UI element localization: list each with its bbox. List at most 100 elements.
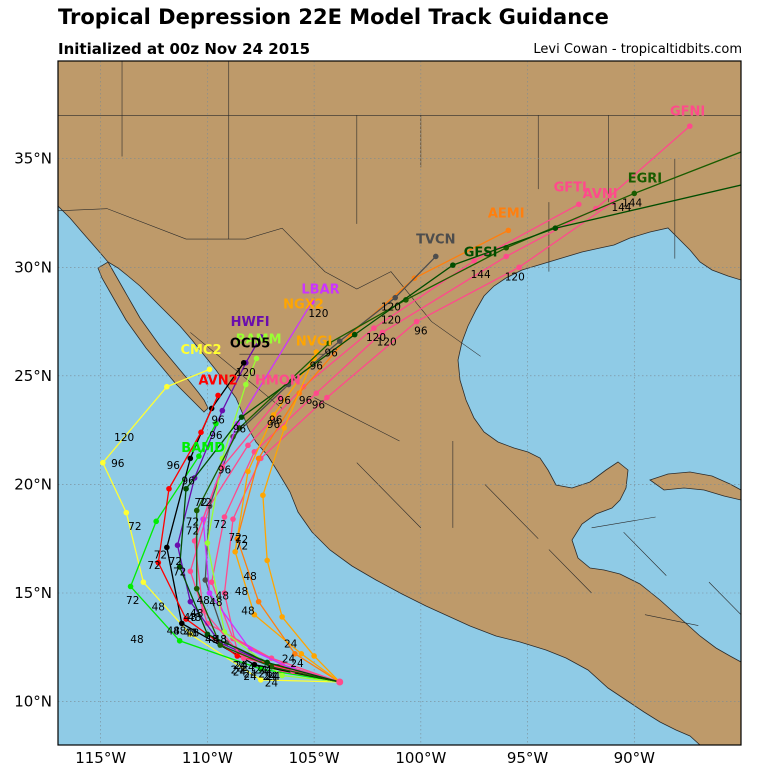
forecast-hour-label: 48 bbox=[173, 625, 186, 637]
track-point-hmon bbox=[277, 394, 283, 401]
track-point-cmc2 bbox=[123, 509, 130, 516]
model-name-aemi: AEMI bbox=[488, 206, 525, 221]
track-point-lbar bbox=[309, 299, 315, 305]
forecast-hour-label: 24 bbox=[254, 664, 268, 676]
track-point-avni bbox=[230, 516, 236, 522]
track-point-hwfi bbox=[174, 542, 181, 549]
forecast-hour-label: 96 bbox=[111, 458, 125, 470]
credit-text: Levi Cowan - tropicaltidbits.com bbox=[533, 42, 742, 57]
track-point-ngx2 bbox=[264, 557, 270, 564]
forecast-hour-label: 72 bbox=[186, 525, 199, 537]
track-line-gfsi bbox=[178, 184, 741, 683]
forecast-hour-label: 120 bbox=[377, 336, 397, 348]
model-name-gfti: GFTI bbox=[554, 180, 587, 195]
forecast-hour-label: 96 bbox=[269, 415, 283, 427]
forecast-hour-label: 96 bbox=[218, 465, 232, 477]
forecast-hour-label: 48 bbox=[188, 612, 201, 624]
track-point-ocd5 bbox=[178, 620, 185, 627]
latitude-tick-label: 10°N bbox=[14, 693, 52, 711]
track-point-ngx2 bbox=[279, 614, 285, 620]
track-point-tvcn bbox=[392, 294, 399, 301]
track-point-ocd5 bbox=[164, 544, 170, 551]
forecast-hour-label: 120 bbox=[308, 308, 328, 320]
track-point-cmc2 bbox=[140, 579, 147, 585]
model-name-bamd: BAMD bbox=[181, 441, 225, 456]
latitude-tick-label: 20°N bbox=[14, 475, 52, 493]
track-labels: 24 48 72 96 120 GFNI 24 48 72 96 120 GFTI 24 48 96 120 1… bbox=[111, 104, 705, 689]
latitude-tick-label: 25°N bbox=[14, 367, 52, 385]
track-point-gfsi bbox=[204, 631, 211, 638]
track-point-egri bbox=[326, 340, 332, 347]
forecast-hour-label: 48 bbox=[216, 591, 229, 603]
track-point-nvgi bbox=[245, 468, 251, 475]
track-point-gfsi bbox=[450, 262, 456, 268]
model-name-ocd5: OCD5 bbox=[230, 337, 270, 352]
forecast-hour-label: 48 bbox=[209, 597, 222, 609]
track-point-avni bbox=[413, 318, 420, 325]
storm-origin-point bbox=[336, 678, 344, 686]
forecast-hour-label: 96 bbox=[310, 360, 324, 372]
forecast-hour-label: 24 bbox=[241, 662, 255, 674]
forecast-hour-label: 24 bbox=[290, 658, 304, 670]
border-line bbox=[484, 484, 539, 539]
forecast-hour-label: 96 bbox=[167, 460, 181, 472]
track-point-tvcn bbox=[202, 577, 209, 583]
land-baja-california bbox=[97, 261, 209, 413]
model-name-egri: EGRI bbox=[628, 172, 662, 187]
axis-labels: 10°N 15°N 20°N 25°N 30°N 35°N 115°W 110°W 105°W 1… bbox=[14, 150, 655, 767]
track-line-cmc2 bbox=[102, 368, 340, 683]
border-line bbox=[190, 332, 283, 409]
forecast-hour-label: 144 bbox=[471, 269, 491, 281]
track-line-gfti bbox=[189, 203, 580, 683]
forecast-hour-label: 48 bbox=[184, 627, 197, 639]
forecast-hour-label: 24 bbox=[258, 664, 272, 676]
track-point-gfsi bbox=[351, 331, 358, 338]
track-point-ocd5 bbox=[187, 455, 194, 462]
forecast-hour-label: 48 bbox=[190, 608, 203, 620]
track-point-avn2 bbox=[166, 485, 172, 492]
forecast-hour-label: 96 bbox=[233, 423, 247, 435]
track-point-cmc2 bbox=[100, 459, 106, 466]
track-point-egri bbox=[268, 664, 275, 670]
page-title: Tropical Depression 22E Model Track Guid… bbox=[58, 5, 609, 29]
latitude-tick-label: 30°N bbox=[14, 258, 52, 276]
model-name-gfni: GFNI bbox=[670, 104, 705, 119]
forecast-hour-label: 120 bbox=[505, 271, 525, 283]
track-point-gfsi bbox=[749, 180, 755, 186]
init-time-subtitle: Initialized at 00z Nov 24 2015 bbox=[58, 40, 311, 58]
model-name-ngx2: NGX2 bbox=[283, 298, 324, 313]
track-point-cmc2 bbox=[187, 631, 194, 638]
forecast-hour-label: 48 bbox=[243, 571, 256, 583]
forecast-hour-label: 96 bbox=[211, 415, 225, 427]
model-name-hwfi: HWFI bbox=[231, 315, 270, 330]
track-point-ngx2 bbox=[311, 653, 317, 659]
track-point-cmc2 bbox=[206, 366, 213, 373]
forecast-hour-label: 24 bbox=[267, 671, 281, 683]
latitude-tick-label: 15°N bbox=[14, 584, 52, 602]
track-point-egri bbox=[217, 642, 224, 648]
forecast-hour-label: 96 bbox=[414, 326, 428, 338]
track-point-gfti bbox=[471, 257, 478, 264]
forecast-hour-label: 72 bbox=[154, 549, 167, 561]
forecast-hour-label: 48 bbox=[130, 634, 143, 646]
forecast-hour-label: 72 bbox=[199, 497, 212, 509]
forecast-hour-label: 72 bbox=[214, 519, 227, 531]
forecast-hour-label: 120 bbox=[236, 367, 256, 379]
track-point-egri bbox=[236, 425, 243, 431]
forecast-hour-label: 72 bbox=[235, 541, 248, 553]
plot-frame bbox=[57, 60, 742, 746]
forecast-hour-label: 48 bbox=[196, 595, 209, 607]
track-point-tvcn bbox=[432, 253, 439, 260]
model-name-avn2: AVN2 bbox=[198, 374, 237, 389]
track-point-gfni bbox=[313, 390, 320, 397]
forecast-hour-label: 144 bbox=[622, 197, 642, 209]
track-point-gfsi bbox=[264, 659, 270, 666]
track-point-hmon bbox=[219, 464, 226, 470]
forecast-hour-label: 24 bbox=[263, 671, 277, 683]
model-name-tvcn: TVCN bbox=[416, 232, 455, 247]
track-point-nvgi bbox=[270, 412, 277, 418]
forecast-hour-label: 72 bbox=[128, 521, 141, 533]
forecast-hour-label: 24 bbox=[231, 664, 245, 676]
border-line bbox=[708, 581, 741, 615]
border-line bbox=[548, 549, 592, 594]
